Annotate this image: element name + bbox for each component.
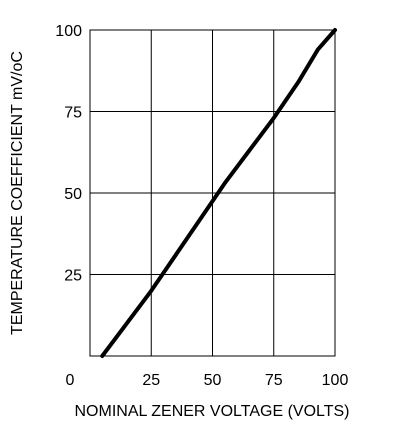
y-tick-label: 50 (64, 186, 82, 203)
y-tick-label: 75 (64, 105, 82, 122)
series-layer (100, 28, 337, 358)
y-tick-label: 100 (55, 23, 82, 40)
x-tick-labels: 0 25 50 75 100 (66, 372, 349, 389)
x-tick-label: 75 (265, 372, 283, 389)
x-tick-label: 50 (204, 372, 222, 389)
x-tick-label: 0 (66, 372, 75, 389)
x-tick-label: 100 (322, 372, 349, 389)
y-tick-label: 25 (64, 268, 82, 285)
plot-frame (89, 29, 336, 357)
y-tick-labels: 25 50 75 100 (55, 23, 82, 285)
grid (90, 30, 335, 356)
x-tick-label: 25 (142, 372, 160, 389)
x-axis-label: NOMINAL ZENER VOLTAGE (VOLTS) (75, 403, 350, 420)
y-axis-label: TEMPERATURE COEFFICIENT mV/oC (9, 51, 26, 335)
series-line (100, 28, 337, 358)
